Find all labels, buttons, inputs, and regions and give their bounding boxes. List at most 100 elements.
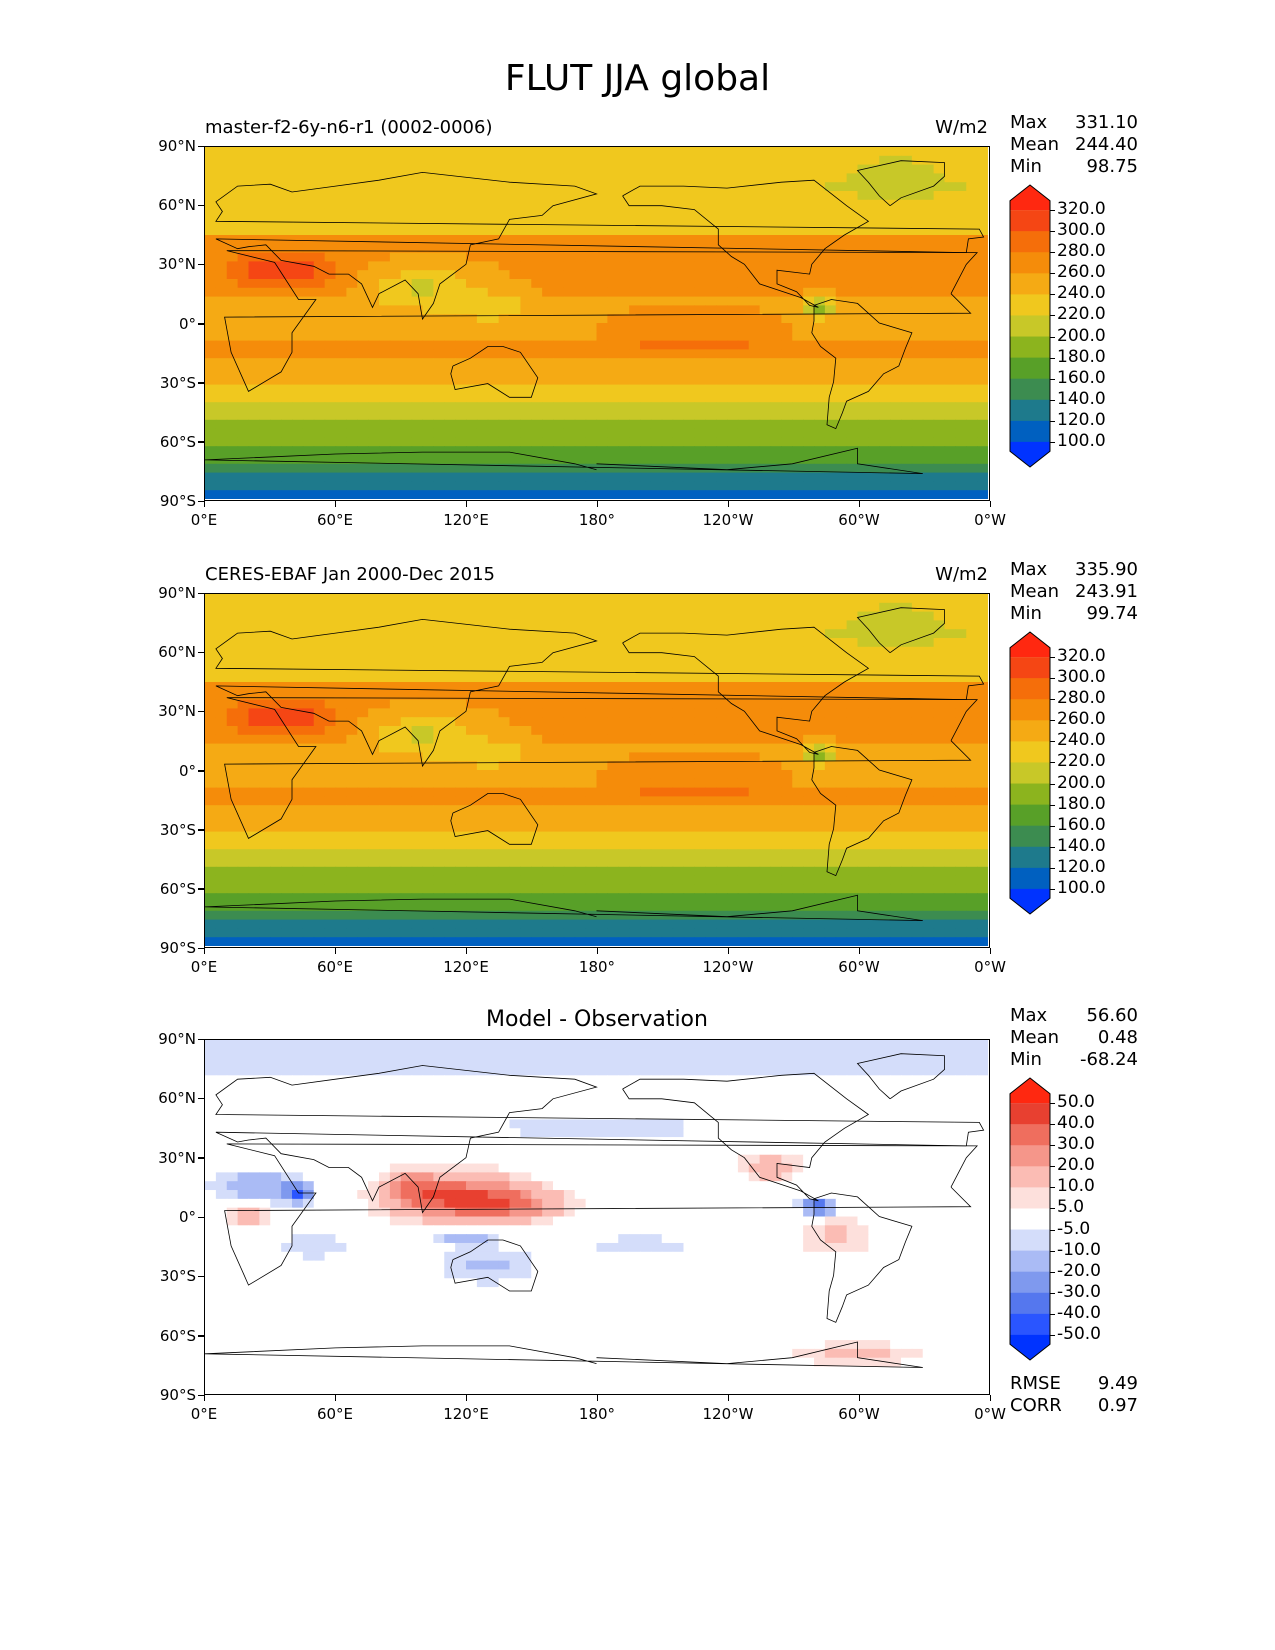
field-cell [857, 708, 869, 718]
field-cell [324, 437, 337, 447]
field-cell [346, 419, 358, 430]
field-cell [846, 646, 859, 657]
field-cell [672, 761, 685, 771]
field-cell [205, 217, 217, 227]
field-cell [389, 270, 402, 280]
field-cell [531, 147, 543, 157]
field-cell [292, 164, 304, 174]
field-cell [444, 349, 456, 359]
field-cell [335, 490, 347, 499]
field-cell [553, 778, 565, 789]
field-cell [955, 164, 967, 174]
field-cell [835, 455, 848, 465]
field-cell [944, 402, 956, 412]
field-cell [487, 708, 500, 718]
stat-mean-value: 243.91 [1075, 581, 1138, 602]
field-cell [890, 349, 902, 359]
field-cell [911, 279, 924, 289]
field-cell [509, 664, 521, 674]
field-cell [563, 164, 576, 174]
field-cell [553, 437, 565, 447]
field-cell [466, 252, 478, 262]
field-cell [585, 217, 598, 227]
field-cell [814, 419, 826, 430]
field-cell [553, 481, 565, 491]
field-cell [933, 481, 946, 491]
field-cell [313, 699, 326, 709]
field-cell [607, 182, 619, 192]
field-cell [672, 831, 685, 841]
field-cell [629, 840, 641, 850]
field-cell [911, 296, 924, 306]
field-cell [868, 437, 880, 447]
field-cell [531, 411, 543, 421]
field-cell [498, 323, 511, 333]
field-cell [716, 279, 728, 289]
field-cell [389, 296, 402, 306]
field-cell [814, 446, 826, 456]
field-cell [683, 734, 695, 745]
field-cell [531, 463, 543, 474]
field-cell [346, 831, 358, 841]
panel-1-map [204, 146, 990, 501]
field-cell [346, 655, 358, 665]
field-cell [585, 490, 598, 499]
field-cell [335, 673, 347, 683]
field-cell [324, 690, 337, 701]
field-cell [977, 393, 988, 403]
field-cell [966, 761, 978, 771]
field-cell [444, 243, 456, 254]
field-cell [661, 305, 674, 315]
field-cell [324, 646, 337, 657]
field-cell [335, 261, 347, 271]
field-cell [237, 778, 250, 789]
field-cell [292, 252, 304, 262]
field-cell [542, 182, 554, 192]
field-cell [585, 743, 598, 753]
field-cell [607, 226, 619, 236]
field-cell [509, 182, 521, 192]
field-cell [411, 752, 424, 762]
field-cell [346, 164, 358, 174]
field-cell [596, 226, 608, 236]
field-cell [672, 778, 685, 789]
field-cell [857, 375, 869, 386]
field-cell [248, 419, 260, 430]
field-cell [890, 805, 902, 815]
field-cell [313, 611, 326, 621]
field-cell [901, 428, 913, 438]
field-cell [237, 629, 250, 639]
field-cell [433, 375, 445, 386]
field-cell [400, 331, 413, 342]
field-cell [368, 734, 380, 745]
field-cell [313, 646, 326, 657]
field-cell [498, 463, 511, 474]
field-cell [814, 708, 826, 718]
field-cell [661, 752, 674, 762]
field-cell [585, 594, 598, 604]
stat-mean-label: Mean [1010, 581, 1060, 602]
field-cell [237, 279, 250, 289]
field-cell [846, 367, 859, 377]
field-cell [281, 717, 293, 727]
field-cell [422, 743, 434, 753]
field-cell [368, 402, 380, 412]
field-cell [411, 682, 424, 692]
field-cell [563, 602, 576, 613]
field-cell [781, 611, 793, 621]
field-cell [890, 690, 902, 701]
field-cell [977, 646, 988, 657]
field-cell [966, 463, 978, 474]
field-cell [270, 629, 282, 639]
field-cell [672, 296, 685, 306]
field-cell [444, 164, 456, 174]
field-cell [292, 437, 304, 447]
field-cell [542, 646, 554, 657]
field-cell [933, 305, 946, 315]
field-cell [977, 682, 988, 692]
field-cell [357, 331, 369, 342]
field-cell [466, 699, 478, 709]
field-cell [379, 770, 391, 780]
field-cell [574, 155, 587, 166]
field-cell [640, 411, 652, 421]
